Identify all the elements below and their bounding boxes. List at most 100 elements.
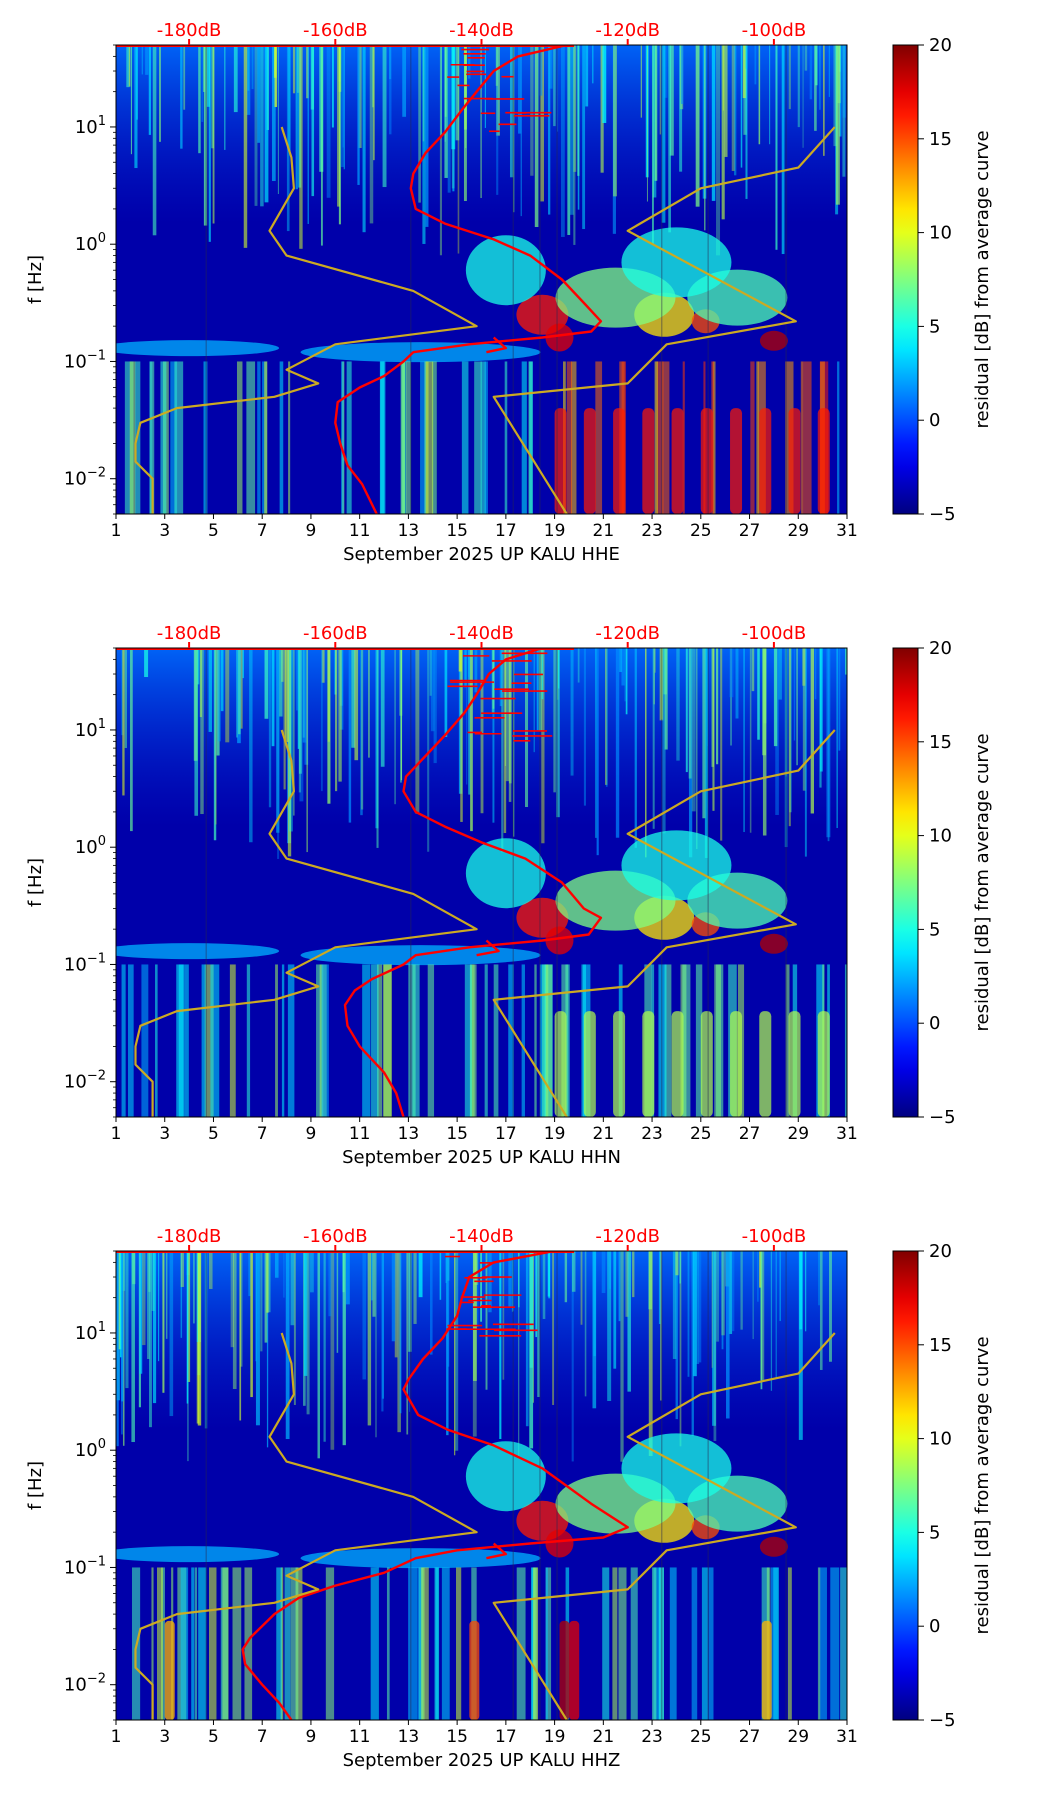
noise-streak [729, 648, 734, 698]
low-freq-column [346, 361, 352, 514]
noise-streak [216, 648, 220, 756]
noise-streak [814, 648, 817, 700]
noise-streak [139, 1251, 143, 1374]
colorbar: −5 0 5 10 15 20 residual [dB] from average cur… [892, 638, 993, 1128]
x-tick-label: 11 [349, 1124, 371, 1144]
noise-streak [583, 648, 586, 806]
low-freq-column [380, 361, 385, 514]
low-freq-column [229, 964, 236, 1117]
noise-streak [425, 45, 429, 227]
noise-streak [600, 45, 604, 173]
noise-streak [337, 45, 340, 207]
x-tick-label: 27 [739, 1727, 761, 1747]
noise-streak [285, 648, 289, 742]
y-tick-label: 10−2 [64, 1672, 106, 1696]
noise-streak [819, 648, 823, 772]
noise-streak [470, 648, 473, 832]
colorbar-label: residual [dB] from average curve [972, 130, 993, 428]
low-freq-column [341, 361, 345, 514]
microseism-blob [545, 926, 574, 955]
noise-streak [731, 45, 735, 172]
noise-streak [640, 45, 642, 118]
noise-streak [495, 45, 498, 86]
noise-streak [454, 1251, 459, 1451]
noise-streak [317, 1251, 320, 1459]
noise-streak [306, 1251, 310, 1415]
noise-streak [299, 45, 303, 249]
y-tick-label: 10−1 [64, 951, 106, 975]
noise-streak [716, 648, 719, 765]
series-line-2 [134, 126, 478, 514]
low-freq-burst [469, 1620, 480, 1720]
noise-streak [571, 1251, 574, 1462]
noise-streak [582, 45, 586, 230]
series-line-0 [334, 45, 603, 514]
low-freq-column [840, 1567, 847, 1720]
low-freq-column [321, 964, 329, 1117]
low-freq-burst [761, 1620, 772, 1720]
x-tick-label: 29 [787, 521, 809, 541]
low-freq-column [470, 964, 475, 1117]
noise-streak [141, 45, 143, 75]
x-tick-label: 13 [398, 1727, 420, 1747]
noise-streak [731, 1251, 735, 1332]
noise-streak [342, 1251, 346, 1446]
low-freq-column [204, 964, 214, 1117]
noise-streak [805, 1251, 807, 1332]
noise-streak [391, 1251, 396, 1342]
noise-streak [130, 648, 133, 832]
low-freq-column [618, 1567, 627, 1720]
noise-streak [688, 648, 692, 779]
noise-streak [548, 1251, 551, 1299]
x-tick-label: 27 [739, 521, 761, 541]
low-freq-column [817, 1567, 821, 1720]
x-tick-label: 21 [593, 1124, 615, 1144]
noise-streak [802, 648, 806, 791]
series-line-0 [343, 648, 603, 1117]
noise-streak [354, 648, 359, 761]
low-freq-column [664, 964, 672, 1117]
low-freq-column [191, 1567, 195, 1720]
low-freq-burst [817, 1011, 830, 1117]
low-freq-burst [642, 408, 655, 514]
top-db-label: -140dB [449, 1226, 514, 1247]
low-freq-column [194, 1567, 198, 1720]
low-freq-column [800, 361, 804, 514]
low-freq-column [290, 1567, 299, 1720]
noise-streak [810, 648, 815, 814]
noise-streak [289, 648, 293, 832]
noise-streak [198, 45, 201, 154]
low-freq-burst [700, 408, 713, 514]
x-tick-label: 5 [208, 1124, 219, 1144]
x-tick-label: 23 [641, 1124, 663, 1144]
noise-streak [200, 648, 204, 815]
noise-streak [773, 648, 778, 747]
low-freq-column [170, 361, 178, 514]
noise-streak [627, 1251, 631, 1392]
y-axis-label: f [Hz] [25, 858, 46, 907]
noise-streak [728, 1251, 733, 1334]
low-freq-column [441, 1567, 450, 1720]
noise-streak [382, 1251, 384, 1399]
x-axis-label: September 2025 UP KALU HHZ [343, 1750, 621, 1771]
low-freq-column [141, 964, 149, 1117]
noise-streak [529, 1251, 534, 1449]
microseism-blob [621, 1433, 732, 1504]
noise-streak [601, 1251, 606, 1293]
noise-streak [468, 648, 470, 677]
noise-streak [542, 1251, 546, 1319]
low-freq-column [516, 1567, 526, 1720]
noise-streak [668, 45, 671, 233]
top-db-label: -120dB [595, 1226, 660, 1247]
noise-streak [634, 648, 637, 848]
noise-streak [134, 45, 138, 169]
noise-streak [609, 1251, 611, 1289]
noise-streak [238, 648, 241, 735]
noise-streak [203, 45, 208, 226]
low-freq-column [176, 964, 185, 1117]
noise-streak [536, 648, 539, 731]
noise-streak [652, 648, 655, 829]
noise-streak [602, 45, 607, 124]
noise-streak [613, 1251, 617, 1369]
